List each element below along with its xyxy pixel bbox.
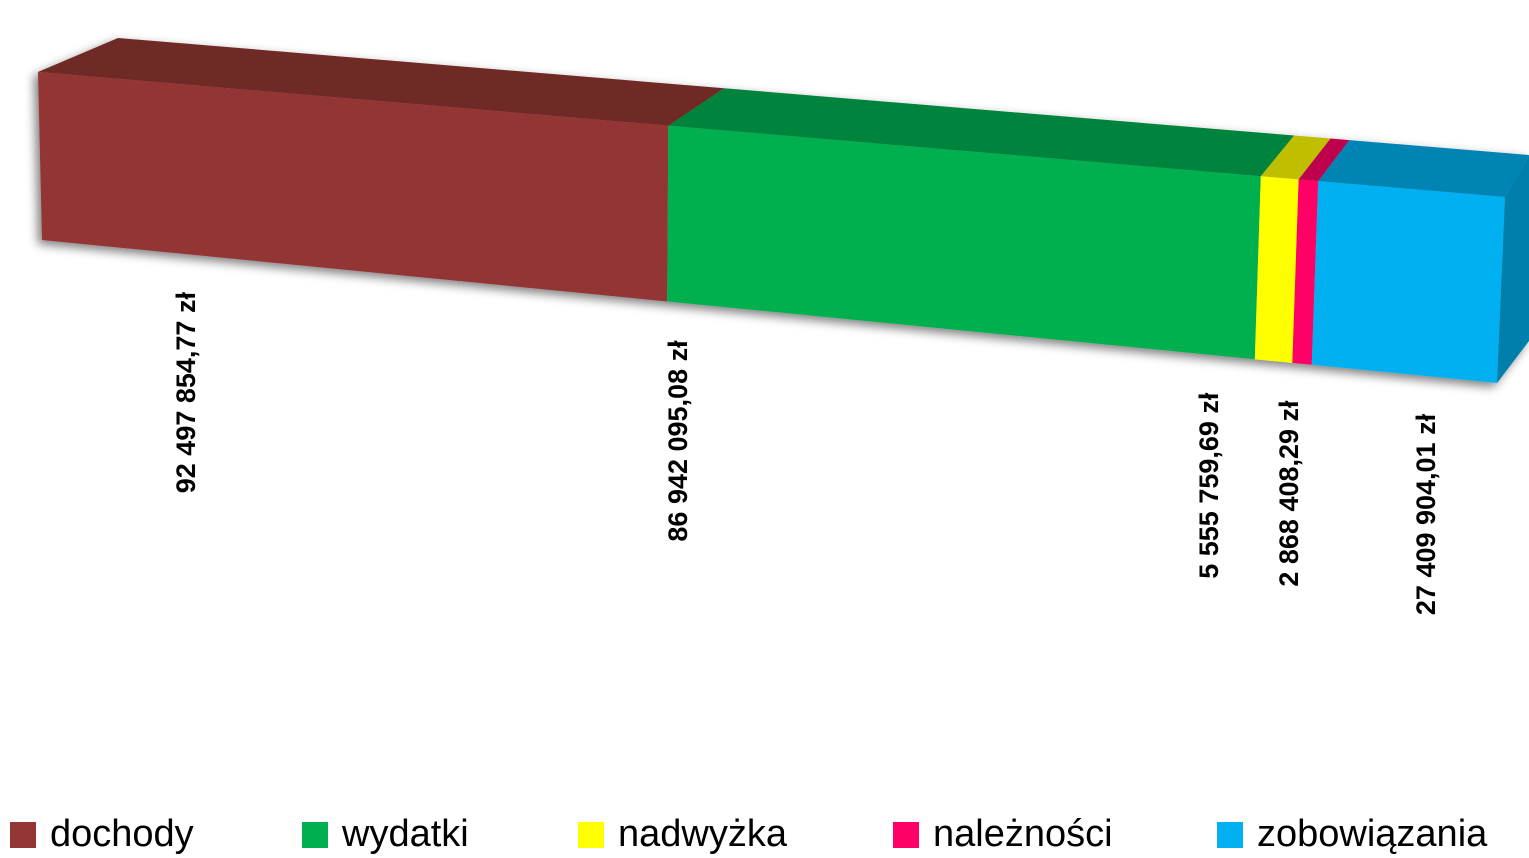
legend-swatch (893, 822, 919, 848)
bar-top (1260, 135, 1331, 180)
legend-swatch (578, 822, 604, 848)
value-label: 92 497 854,77 zł (171, 292, 201, 494)
bar-segment (1292, 179, 1319, 365)
bar-segment (1254, 176, 1299, 363)
value-label: 2 868 408,29 zł (1274, 400, 1304, 587)
value-label: 27 409 904,01 zł (1411, 413, 1441, 615)
bar-group (38, 38, 1529, 383)
bar-top (38, 38, 725, 126)
legend-swatch (302, 822, 328, 848)
bar-end (1497, 155, 1529, 383)
legend-label: dochody (50, 813, 194, 855)
legend-label: wydatki (341, 813, 469, 855)
value-label: 5 555 759,69 zł (1194, 392, 1224, 579)
value-label: 86 942 095,08 zł (663, 340, 693, 542)
bar-segment (1311, 181, 1505, 383)
bar-top (668, 88, 1295, 177)
bar-segment (38, 72, 669, 302)
legend-label: zobowiązania (1257, 813, 1488, 855)
legend-label: należności (933, 813, 1113, 855)
legend-swatch (1217, 822, 1243, 848)
legend-swatch (10, 822, 36, 848)
legend-label: nadwyżka (618, 813, 788, 855)
bar-top (1298, 138, 1350, 182)
bar-top (1318, 140, 1529, 197)
bar-segment (667, 125, 1261, 360)
